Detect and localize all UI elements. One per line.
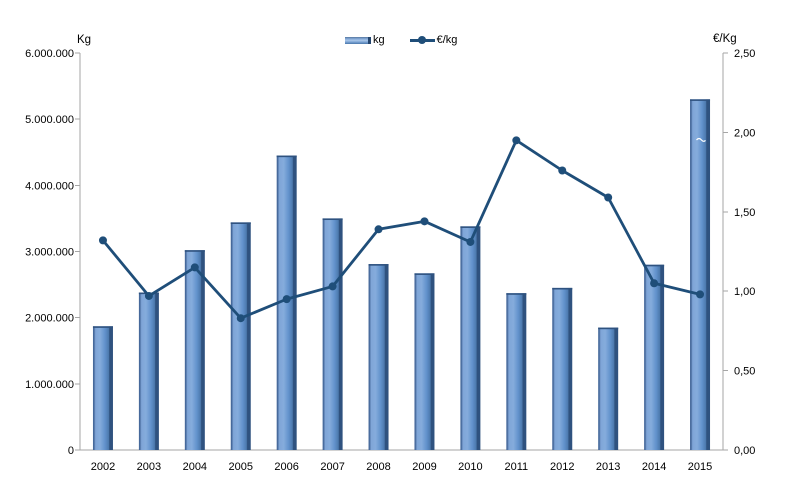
- x-axis-category-label: 2012: [550, 461, 574, 473]
- left-axis-tick-label: 1.000.000: [25, 379, 74, 391]
- bar-2011: [506, 293, 527, 450]
- x-axis-category-label: 2013: [596, 461, 620, 473]
- bar-2004: [184, 250, 205, 450]
- legend-label-kg: kg: [373, 34, 385, 46]
- price-marker-2003: [144, 291, 153, 300]
- price-marker-2010: [466, 237, 475, 246]
- bar-2010: [460, 226, 481, 450]
- price-marker-2008: [374, 225, 383, 234]
- bar-top-edge: [552, 287, 573, 290]
- bar-2005: [230, 222, 251, 450]
- legend-line-swatch-icon: [409, 36, 435, 44]
- bar-top-edge: [184, 250, 205, 252]
- price-marker-2002: [98, 236, 107, 245]
- x-axis-category-label: 2014: [642, 461, 666, 473]
- bar-2003: [138, 292, 159, 450]
- bar-top-edge: [276, 155, 297, 158]
- bar-top-edge: [644, 264, 665, 267]
- price-marker-2011: [512, 136, 521, 145]
- x-axis-category-label: 2009: [412, 461, 436, 473]
- price-marker-2006: [282, 295, 291, 304]
- legend-label-eur-per-kg: €/kg: [436, 34, 458, 46]
- right-axis-tick-label: 2,00: [734, 127, 755, 139]
- left-axis-tick-label: 0: [68, 445, 74, 457]
- legend-line-marker-icon: [417, 36, 426, 44]
- price-marker-2012: [558, 166, 567, 175]
- price-marker-2004: [190, 263, 199, 272]
- bar-top-edge: [414, 273, 435, 275]
- bar-top-edge: [506, 293, 527, 295]
- right-axis-tick-label: 2,50: [734, 48, 755, 60]
- x-axis-category-label: 2008: [366, 461, 390, 473]
- bar-2015: [690, 99, 711, 451]
- x-axis-category-label: 2015: [688, 461, 712, 473]
- price-marker-2013: [604, 193, 613, 202]
- right-axis-title: €/Kg: [713, 33, 737, 45]
- left-axis-tick-label: 3.000.000: [25, 247, 74, 259]
- x-axis-category-label: 2003: [137, 461, 161, 473]
- bar-top-edge: [598, 327, 619, 330]
- bar-top-edge: [368, 264, 389, 266]
- bar-top-edge: [460, 226, 481, 228]
- price-marker-2014: [650, 279, 659, 288]
- left-axis-tick-label: 6.000.000: [25, 48, 74, 60]
- bar-2013: [598, 327, 619, 450]
- bar-2008: [368, 264, 389, 450]
- bar-top-edge: [230, 222, 251, 224]
- x-axis-category-label: 2010: [458, 461, 482, 473]
- x-axis-category-label: 2004: [183, 461, 207, 473]
- bar-top-edge: [92, 326, 113, 328]
- right-axis-tick-label: 0,00: [734, 445, 755, 457]
- price-marker-2015: [696, 290, 705, 299]
- right-axis-tick-label: 1,00: [734, 286, 755, 298]
- price-marker-2009: [420, 217, 429, 226]
- bar-2014: [644, 264, 665, 450]
- x-axis-category-label: 2006: [274, 461, 298, 473]
- x-axis-category-label: 2005: [229, 461, 253, 473]
- left-axis-tick-label: 5.000.000: [25, 114, 74, 126]
- bar-2012: [552, 287, 573, 450]
- legend-bar-swatch-icon: [345, 36, 371, 44]
- x-axis-category-label: 2002: [91, 461, 115, 473]
- x-axis-category-label: 2007: [320, 461, 344, 473]
- legend: kg €/kg: [345, 34, 457, 46]
- left-axis-title: Kg: [77, 34, 92, 46]
- bar-2015-artifact-mark: [696, 137, 706, 142]
- bar-top-edge: [690, 99, 711, 101]
- bar-top-edge: [322, 218, 343, 221]
- left-axis-tick-label: 4.000.000: [25, 180, 74, 192]
- bar-2007: [322, 218, 343, 450]
- price-marker-2005: [236, 314, 245, 323]
- right-axis-tick-label: 0,50: [734, 366, 755, 378]
- bar-2009: [414, 273, 435, 450]
- left-axis-tick-label: 2.000.000: [25, 313, 74, 325]
- x-axis-category-label: 2011: [504, 461, 528, 473]
- bar-2002: [92, 326, 113, 450]
- price-marker-2007: [328, 282, 337, 291]
- price-line: [101, 138, 702, 320]
- right-axis-tick-label: 1,50: [734, 207, 755, 219]
